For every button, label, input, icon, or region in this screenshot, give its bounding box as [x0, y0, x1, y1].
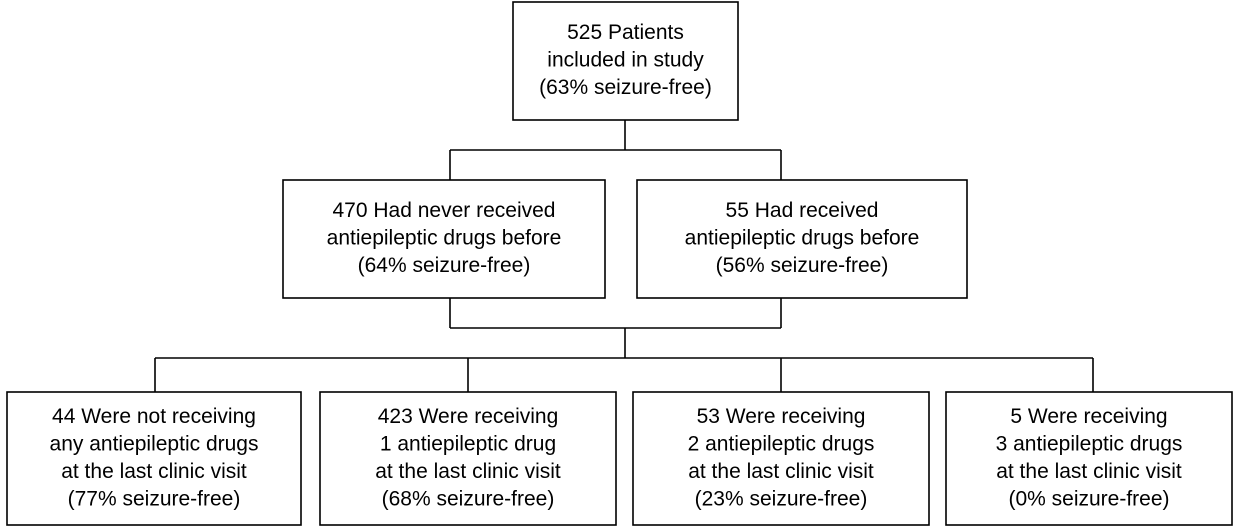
- connectors: [154, 120, 1094, 392]
- node-text: 470 Had never received: [333, 199, 556, 222]
- node-text: at the last clinic visit: [375, 460, 561, 483]
- node-text: at the last clinic visit: [688, 460, 874, 483]
- node-text: (0% seizure-free): [1008, 487, 1169, 510]
- node-text: (23% seizure-free): [695, 487, 868, 510]
- node: 525 Patients included in study (63% seizur…: [512, 1, 739, 121]
- node-box: [512, 1, 739, 121]
- node-text: any antiepileptic drugs: [50, 432, 259, 455]
- node: 53 Were receiving 2 antiepileptic drugs at…: [632, 391, 930, 526]
- node: 55 Had received antiepileptic drugs befor…: [636, 179, 968, 299]
- node-text: antiepileptic drugs before: [685, 227, 920, 250]
- node-text: 1 antiepileptic drug: [380, 432, 556, 455]
- node-text: 5 Were receiving: [1010, 405, 1167, 428]
- node-text: 3 antiepileptic drugs: [996, 432, 1183, 455]
- node-text: (63% seizure-free): [539, 76, 712, 99]
- node-text: 423 Were receiving: [378, 405, 559, 428]
- node-text: 2 antiepileptic drugs: [688, 432, 875, 455]
- node-box: [636, 179, 968, 299]
- node: 5 Were receiving 3 antiepileptic drugs at …: [945, 391, 1233, 526]
- node-text: antiepileptic drugs before: [327, 227, 562, 250]
- node: 423 Were receiving 1 antiepileptic drug at…: [319, 391, 617, 526]
- node: 44 Were not receiving any antiepileptic d…: [6, 391, 302, 526]
- node-text: (64% seizure-free): [358, 254, 531, 277]
- node-box: [319, 391, 617, 526]
- node-text: at the last clinic visit: [996, 460, 1182, 483]
- node-box: [282, 179, 606, 299]
- node-text: (68% seizure-free): [382, 487, 555, 510]
- node-text: 55 Had received: [726, 199, 879, 222]
- node-text: included in study: [547, 49, 704, 72]
- node-text: 53 Were receiving: [697, 405, 866, 428]
- node-text: at the last clinic visit: [61, 460, 247, 483]
- node-text: (56% seizure-free): [716, 254, 889, 277]
- node-box: [6, 391, 302, 526]
- node-box: [632, 391, 930, 526]
- node-text: (77% seizure-free): [68, 487, 241, 510]
- node-text: 525 Patients: [567, 21, 684, 44]
- node-box: [945, 391, 1233, 526]
- node: 470 Had never received antiepileptic drug…: [282, 179, 606, 299]
- node-text: 44 Were not receiving: [52, 405, 256, 428]
